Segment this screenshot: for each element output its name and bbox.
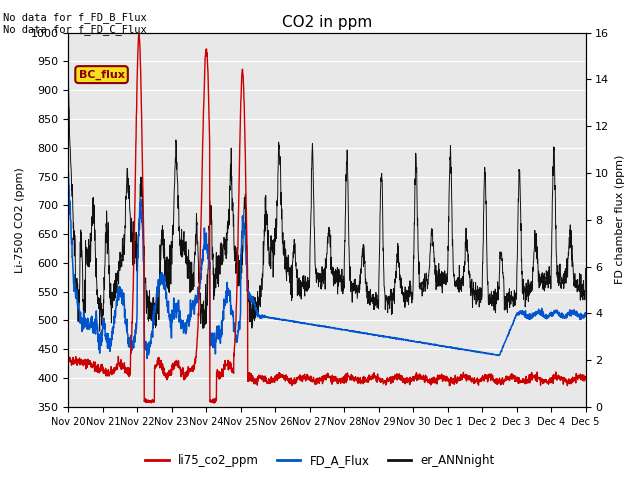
Title: CO2 in ppm: CO2 in ppm xyxy=(282,15,372,30)
Legend: li75_co2_ppm, FD_A_Flux, er_ANNnight: li75_co2_ppm, FD_A_Flux, er_ANNnight xyxy=(140,449,500,472)
Text: No data for f_FD_B_Flux: No data for f_FD_B_Flux xyxy=(3,12,147,23)
Text: No data for f_FD_C_Flux: No data for f_FD_C_Flux xyxy=(3,24,147,35)
Y-axis label: Li-7500 CO2 (ppm): Li-7500 CO2 (ppm) xyxy=(15,167,25,273)
Text: BC_flux: BC_flux xyxy=(79,70,125,80)
Y-axis label: FD chamber flux (ppm): FD chamber flux (ppm) xyxy=(615,155,625,285)
